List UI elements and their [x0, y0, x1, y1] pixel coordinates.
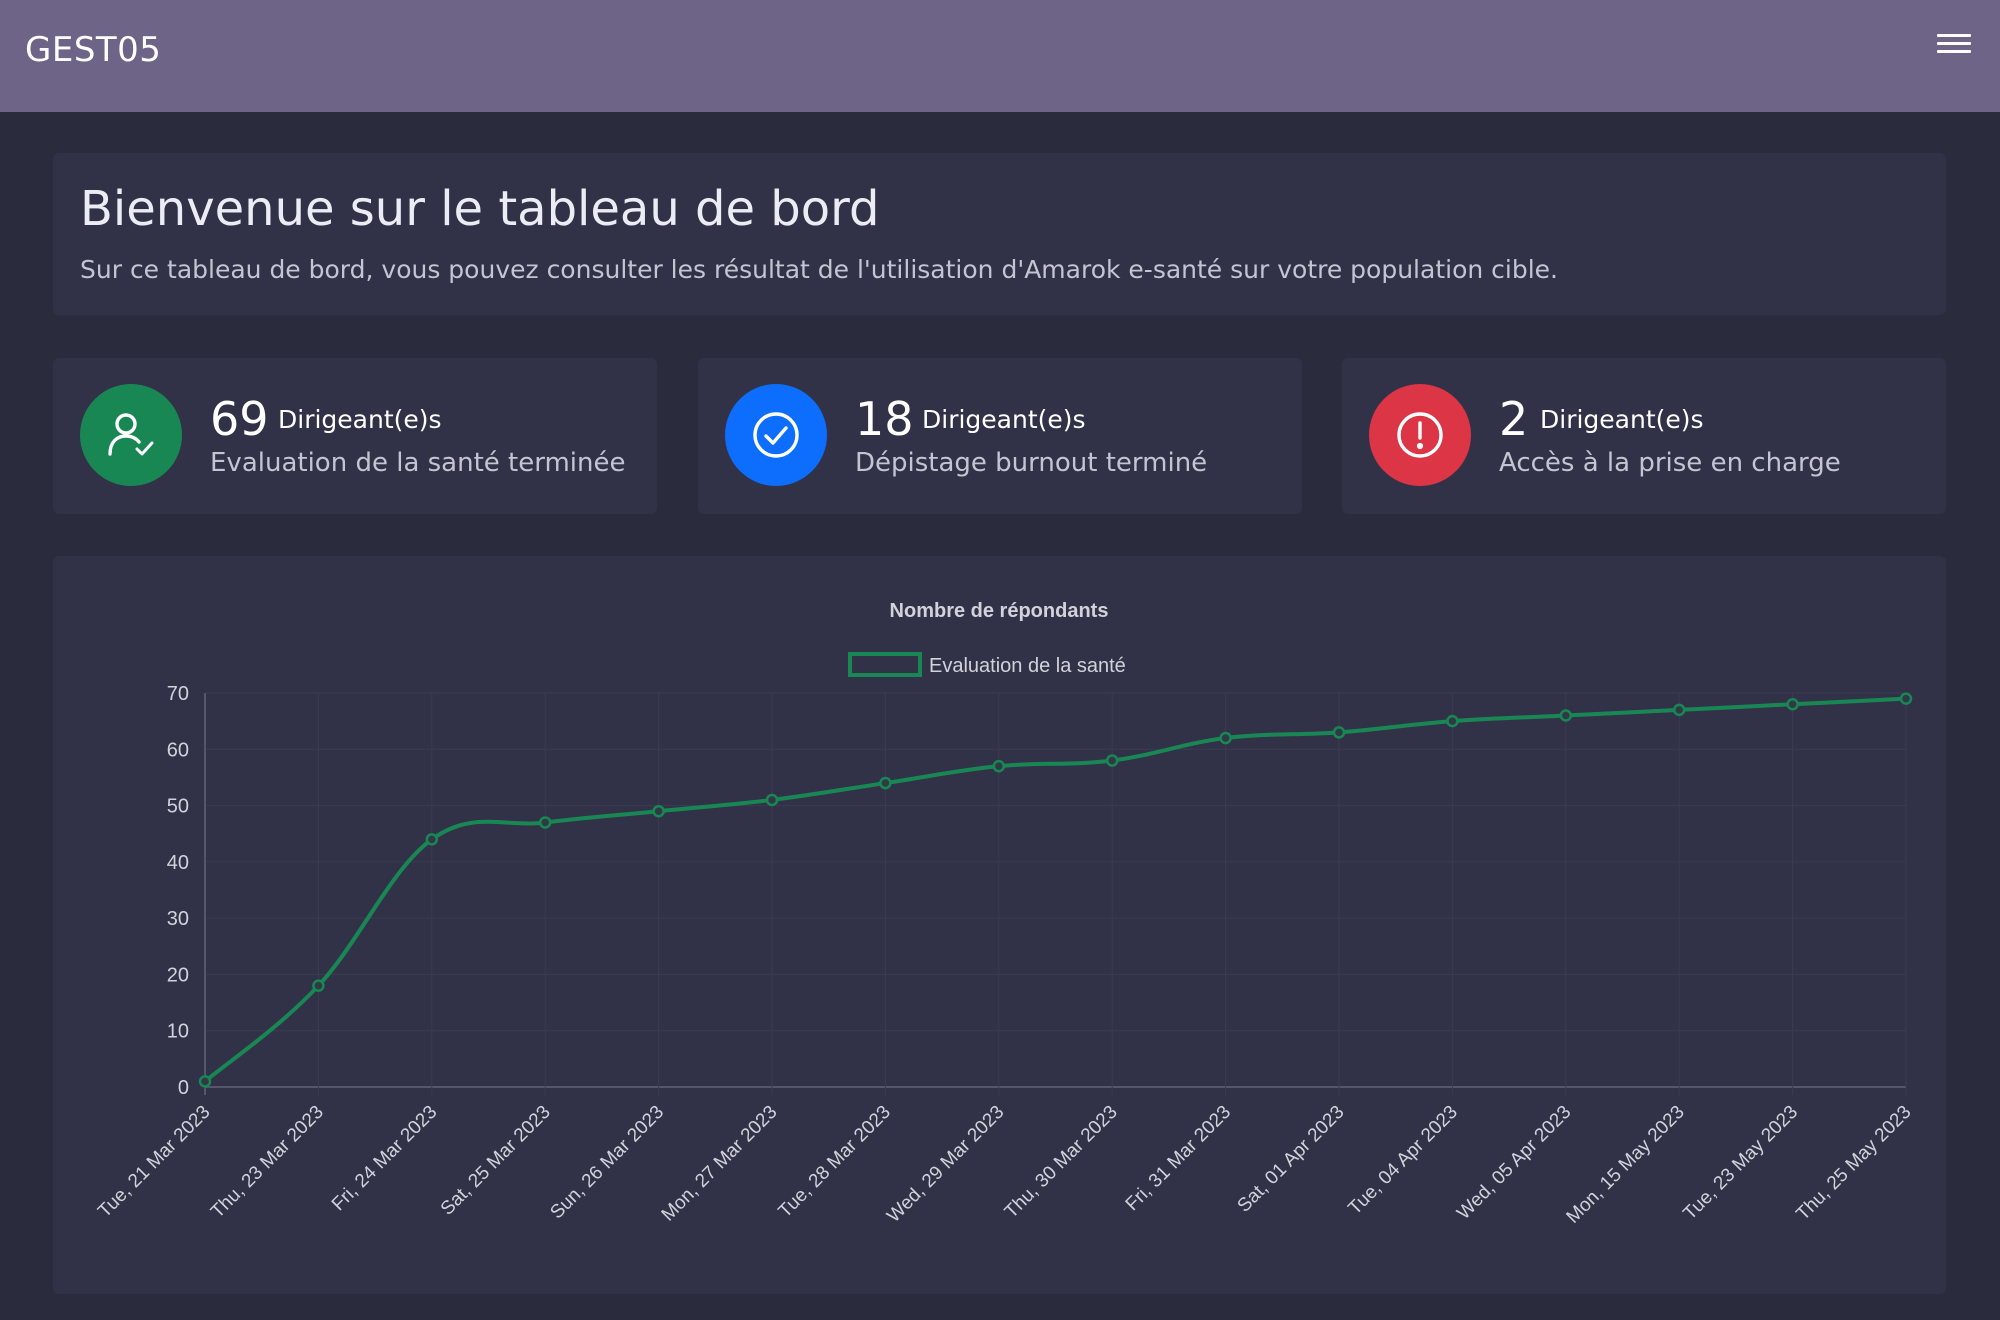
legend-label: Evaluation de la santé [929, 655, 1126, 677]
data-point [1105, 754, 1119, 767]
x-tick-label: Tue, 28 Mar 2023 [775, 1102, 895, 1222]
series-line [203, 696, 1908, 1084]
stat-value: 69 [210, 392, 269, 446]
top-navbar: GEST05 [0, 0, 2000, 112]
y-tick-label: 60 [167, 739, 189, 761]
hamburger-menu-icon[interactable] [1934, 30, 1974, 62]
x-tick-label: Sat, 01 Apr 2023 [1234, 1102, 1349, 1217]
respondents-line-chart: Nombre de répondants Evaluation de la san… [94, 600, 1915, 1228]
data-point [992, 759, 1006, 773]
data-point [312, 979, 325, 992]
data-point [1446, 714, 1459, 728]
x-tick-label: Mon, 27 Mar 2023 [658, 1102, 782, 1226]
y-tick-label: 30 [167, 908, 189, 930]
data-point [652, 804, 665, 818]
chart-title: Nombre de répondants [890, 600, 1109, 622]
x-tick-label: Thu, 23 Mar 2023 [207, 1102, 328, 1223]
data-point [1219, 731, 1232, 745]
x-tick-label: Tue, 04 Apr 2023 [1345, 1102, 1462, 1219]
stat-label: Evaluation de la santé terminée [210, 448, 626, 478]
y-tick-label: 50 [167, 796, 189, 818]
data-point [879, 776, 892, 790]
data-point [1899, 692, 1913, 705]
x-tick-label: Fri, 24 Mar 2023 [328, 1102, 441, 1215]
x-tick-label: Wed, 05 Apr 2023 [1453, 1102, 1575, 1224]
stat-value: 18 [855, 392, 914, 446]
y-tick-label: 20 [167, 964, 189, 986]
stat-unit: Dirigeant(e)s [1540, 405, 1704, 434]
stat-label: Accès à la prise en charge [1499, 448, 1841, 478]
page-title: Bienvenue sur le tableau de bord [80, 181, 880, 237]
stat-unit: Dirigeant(e)s [922, 405, 1086, 434]
stat-card-health-evaluation: 69 Dirigeant(e)s Evaluation de la santé … [53, 358, 657, 514]
legend-swatch [848, 652, 922, 677]
data-point [1559, 709, 1573, 722]
page-subtitle: Sur ce tableau de bord, vous pouvez cons… [80, 255, 1558, 284]
welcome-card: Bienvenue sur le tableau de bord Sur ce … [53, 153, 1946, 315]
data-point [198, 1075, 212, 1088]
x-tick-label: Wed, 29 Mar 2023 [883, 1102, 1008, 1227]
stat-card-care-access: 2 Dirigeant(e)s Accès à la prise en char… [1342, 358, 1946, 514]
data-point [425, 833, 439, 846]
check-circle-icon [725, 384, 827, 486]
data-point [1786, 698, 1799, 711]
x-tick-label: Tue, 21 Mar 2023 [94, 1102, 214, 1222]
data-point [765, 793, 779, 807]
stat-card-burnout-screening: 18 Dirigeant(e)s Dépistage burnout termi… [698, 358, 1302, 514]
app-brand[interactable]: GEST05 [25, 30, 162, 70]
x-tick-label: Tue, 23 May 2023 [1679, 1102, 1802, 1225]
y-tick-label: 70 [167, 683, 189, 705]
x-tick-label: Sun, 26 Mar 2023 [546, 1102, 668, 1224]
data-point [538, 816, 552, 829]
data-point [1672, 703, 1686, 717]
x-tick-label: Fri, 31 Mar 2023 [1122, 1102, 1235, 1215]
stat-value: 2 [1499, 392, 1529, 446]
x-tick-label: Thu, 30 Mar 2023 [1001, 1102, 1122, 1223]
stat-unit: Dirigeant(e)s [278, 405, 442, 434]
user-check-icon [80, 384, 182, 486]
y-tick-label: 40 [167, 852, 189, 874]
exclamation-circle-icon [1369, 384, 1471, 486]
x-tick-label: Mon, 15 May 2023 [1563, 1102, 1689, 1228]
respondents-chart-card: Nombre de répondants Evaluation de la san… [53, 556, 1946, 1294]
stat-label: Dépistage burnout terminé [855, 448, 1208, 478]
data-point [1332, 726, 1346, 739]
y-tick-label: 10 [167, 1021, 189, 1043]
x-tick-label: Thu, 25 May 2023 [1792, 1102, 1915, 1225]
y-tick-label: 0 [178, 1077, 189, 1099]
x-tick-label: Sat, 25 Mar 2023 [437, 1102, 555, 1220]
